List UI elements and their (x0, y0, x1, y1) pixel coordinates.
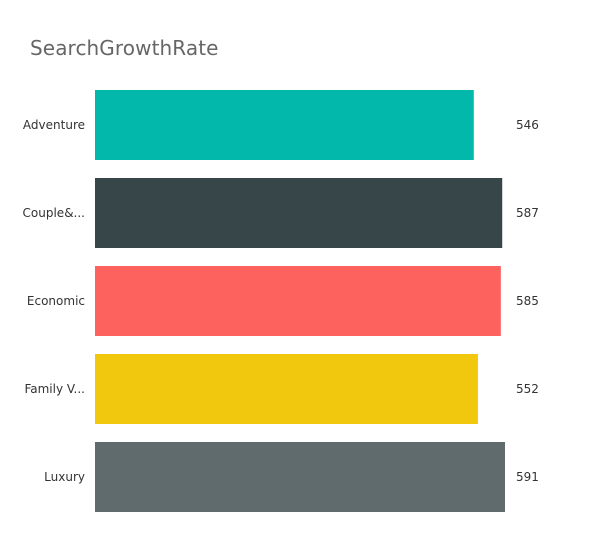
chart-title: SearchGrowthRate (30, 36, 219, 60)
bar-2 (95, 266, 501, 336)
value-label: 546 (516, 118, 539, 132)
category-label: Family V... (24, 382, 85, 396)
category-label: Luxury (44, 470, 85, 484)
bar-3 (95, 354, 478, 424)
bar-4 (95, 442, 505, 512)
bar-1 (95, 178, 503, 248)
value-label: 585 (516, 294, 539, 308)
value-label: 591 (516, 470, 539, 484)
category-label: Adventure (23, 118, 85, 132)
value-label: 552 (516, 382, 539, 396)
category-label: Couple&... (23, 206, 85, 220)
category-label: Economic (27, 294, 85, 308)
bar-0 (95, 90, 474, 160)
value-label: 587 (516, 206, 539, 220)
